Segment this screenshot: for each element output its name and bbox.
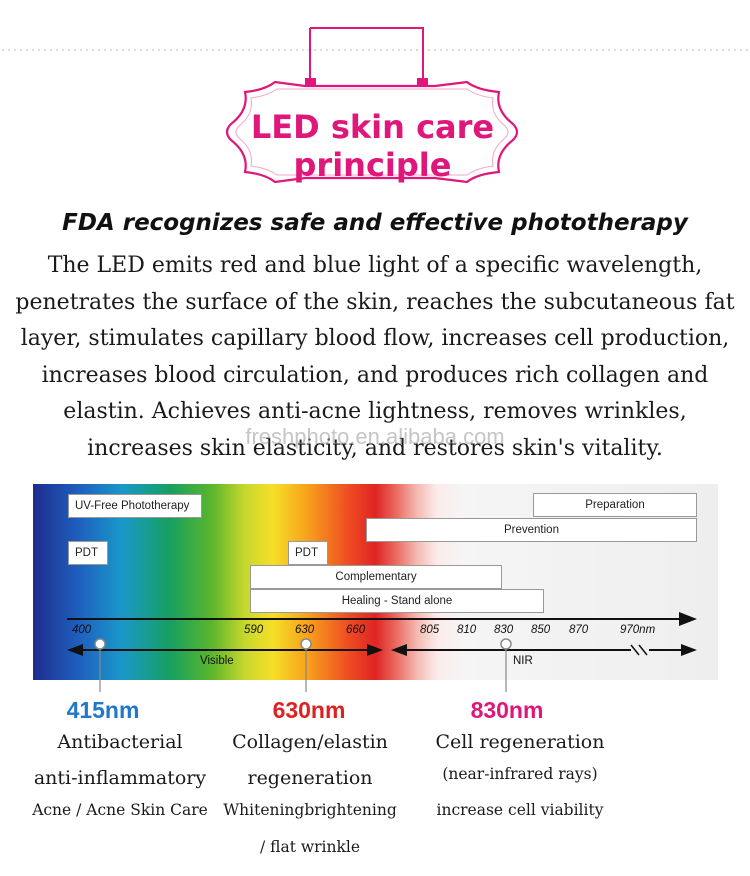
wavelength-830-label: 830nm: [470, 697, 544, 723]
watermark: freshphoto.en.alibaba.com: [245, 424, 505, 449]
subtitle: FDA recognizes safe and effective photot…: [62, 210, 688, 236]
box-preparation: Preparation: [533, 493, 697, 517]
tick-label: 810: [457, 624, 477, 636]
tick-label: 870: [569, 624, 589, 636]
caption-830-line1: Cell regeneration: [435, 731, 605, 753]
top-dotted-divider: [0, 47, 750, 53]
caption-630-line1: Collagen/elastin: [232, 731, 388, 753]
title-line-1: LED skin care: [250, 108, 495, 146]
tick-label: 660: [346, 624, 366, 636]
caption-415-line2: anti-inflammatory: [33, 767, 207, 789]
wavelength-415-label: 415nm: [66, 697, 140, 723]
page-title: LED skin care principle: [205, 108, 540, 184]
tick-label: 805: [420, 624, 440, 636]
wavelength-markers: [94, 638, 512, 692]
description-text: The LED emits red and blue light of a sp…: [15, 253, 735, 461]
visible-band-label: Visible: [200, 655, 234, 667]
box-prevention: Prevention: [366, 518, 697, 542]
caption-415-line1: Antibacterial: [57, 731, 183, 753]
tick-label: 830: [494, 624, 514, 636]
tick-label: 590: [244, 624, 264, 636]
wavelength-630-label: 630nm: [272, 697, 346, 723]
caption-630-line2: regeneration: [247, 767, 373, 789]
spectrum-axes: [67, 612, 697, 656]
box-uv-free-phototherapy: UV-Free Phototherapy: [68, 494, 202, 518]
tick-label: 400: [72, 624, 92, 636]
tick-label: 850: [531, 624, 551, 636]
nir-band-label: NIR: [513, 655, 533, 667]
box-healing-stand-alone: Healing - Stand alone: [250, 589, 544, 613]
caption-415-line3: Acne / Acne Skin Care: [32, 801, 208, 819]
caption-630-line4: / flat wrinkle: [259, 838, 361, 856]
caption-630-line3: Whiteningbrightening: [223, 801, 397, 819]
caption-830-line3: increase cell viability: [436, 801, 604, 819]
title-line-2: principle: [293, 146, 452, 184]
caption-830-line2: (near-infrared rays): [442, 765, 598, 783]
title-frame: [225, 27, 519, 184]
box-pdt-2: PDT: [288, 541, 328, 565]
tick-label: 970nm: [620, 624, 656, 636]
box-pdt-1: PDT: [68, 541, 108, 565]
box-complementary: Complementary: [250, 565, 502, 589]
tick-label: 630: [295, 624, 315, 636]
